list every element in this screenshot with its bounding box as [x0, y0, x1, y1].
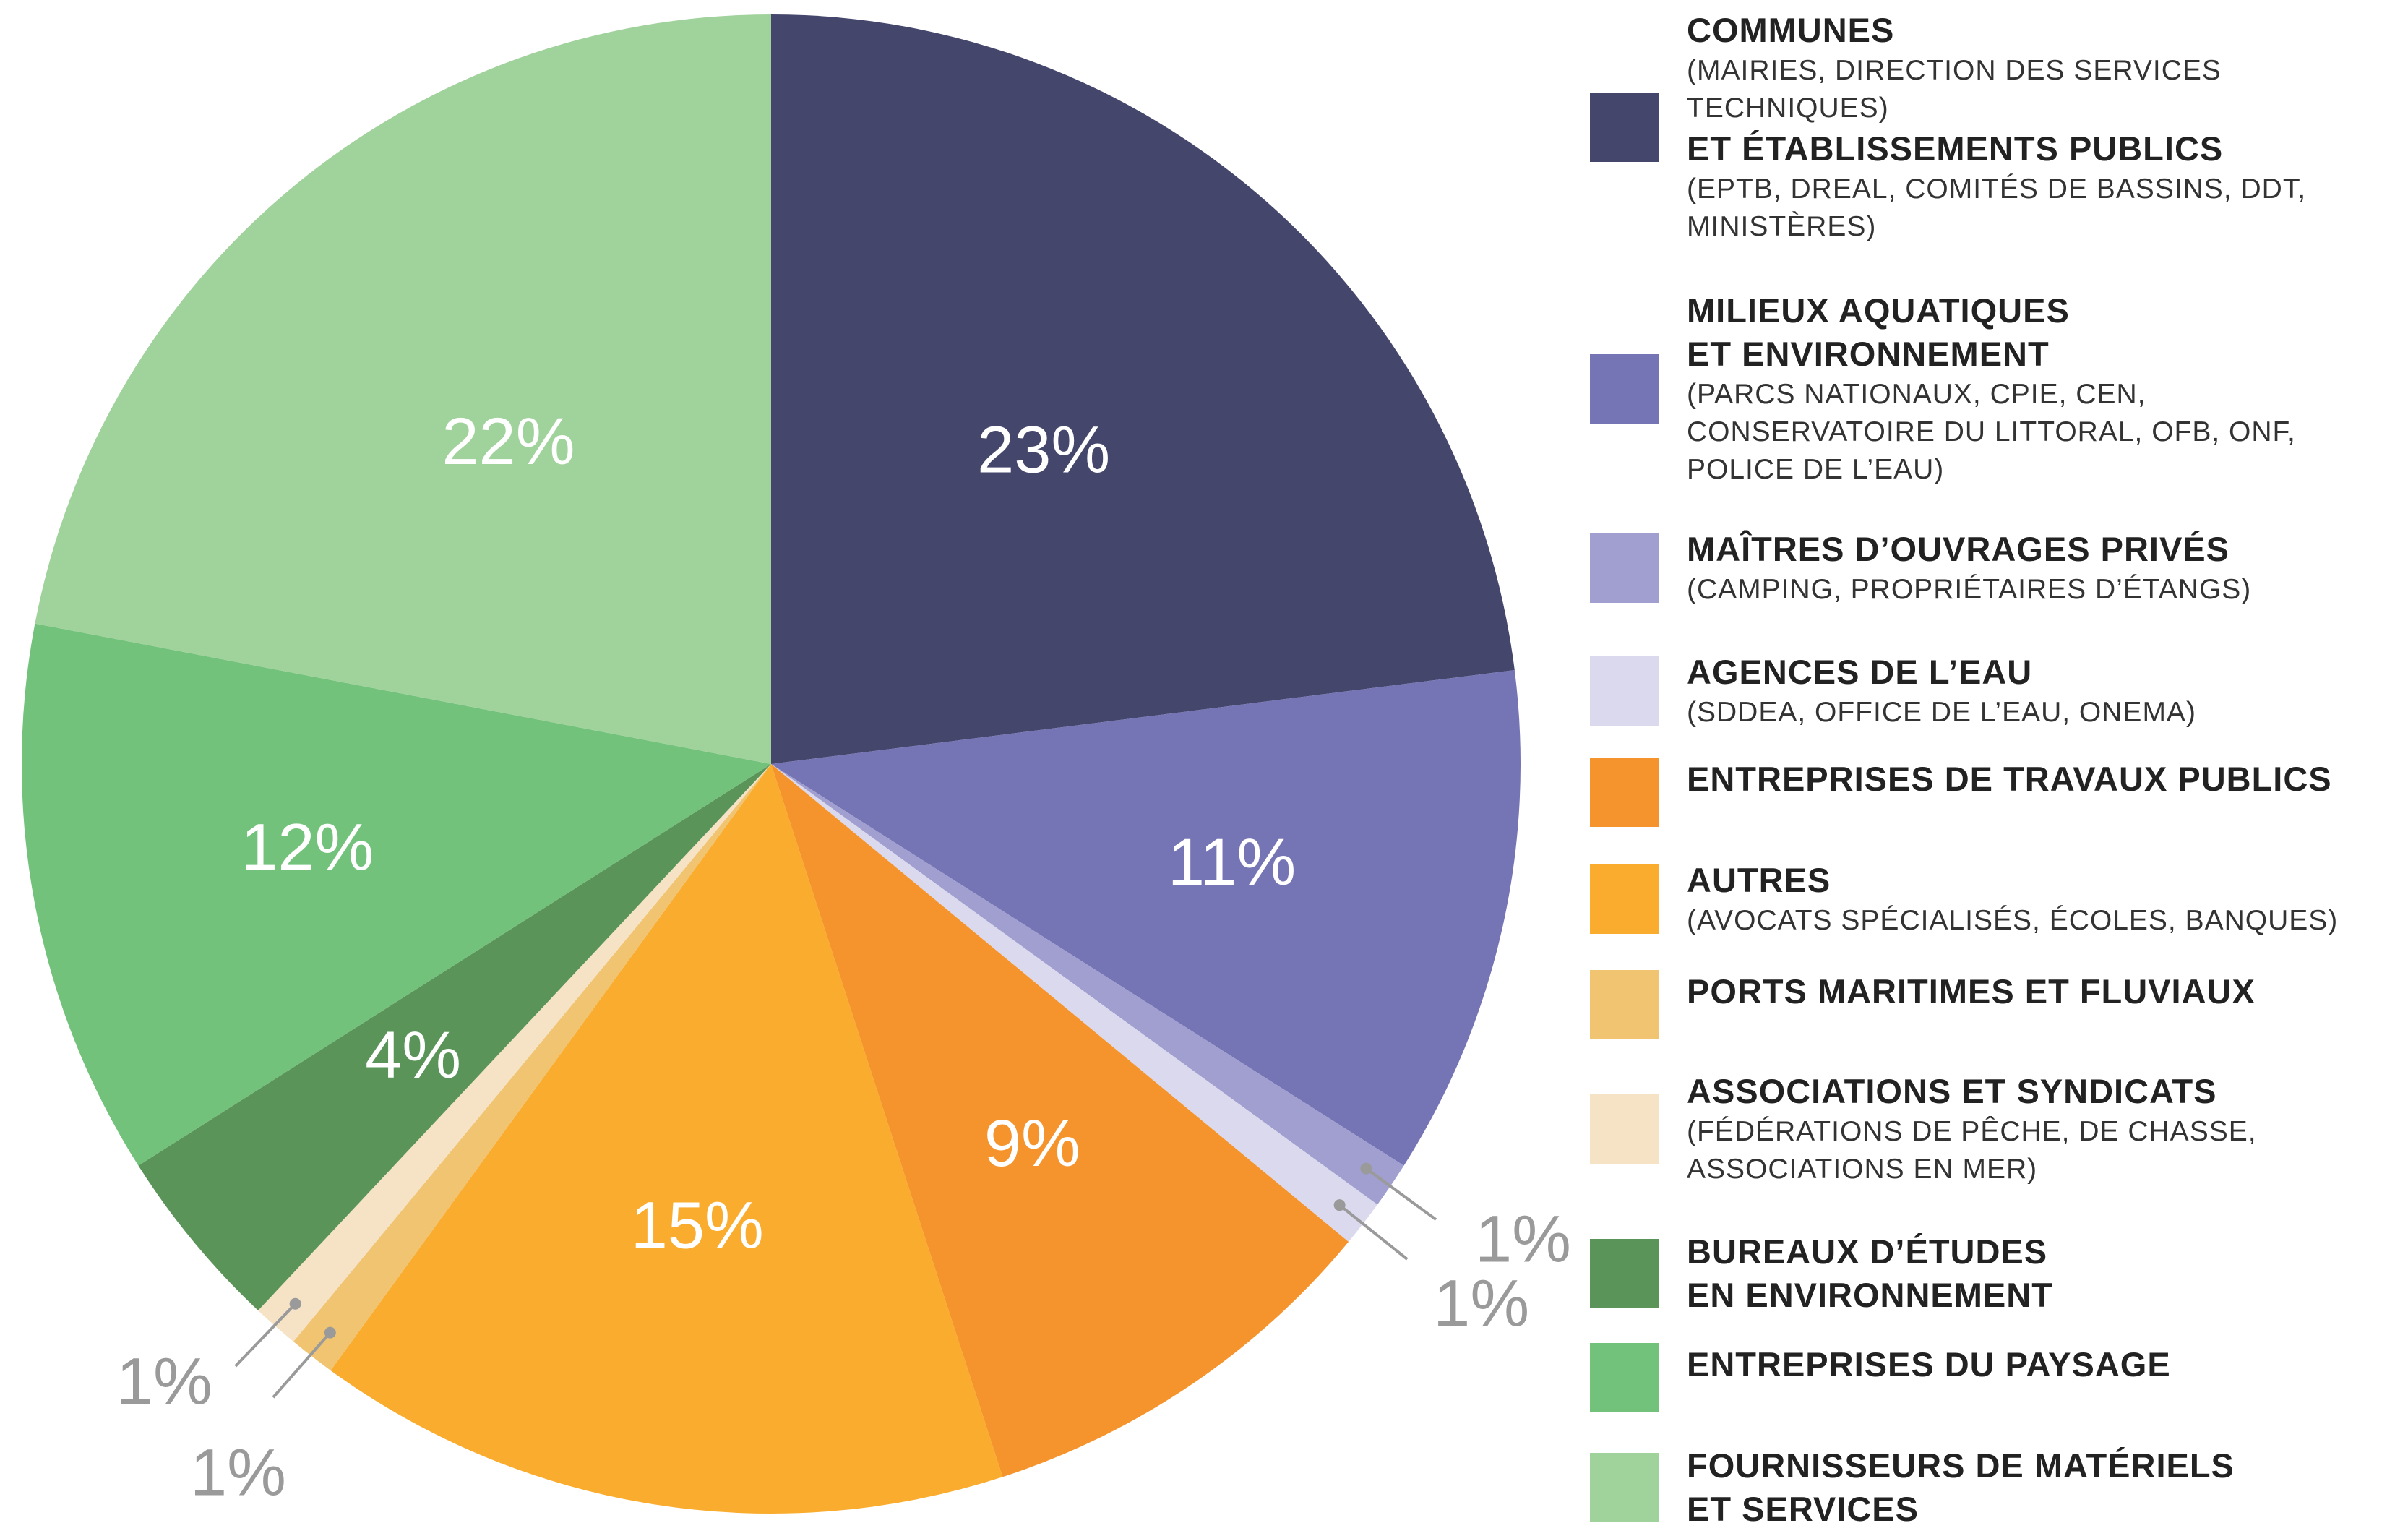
- legend-item: MAÎTRES D’OUVRAGES PRIVÉS (CAMPING, PROPR…: [1590, 528, 2399, 609]
- legend-title: PORTS MARITIMES ET FLUVIAUX: [1687, 972, 2256, 1011]
- legend-item: AUTRES (AVOCATS SPÉCIALISÉS, ÉCOLES, BANQ…: [1590, 859, 2399, 940]
- pie-slice: [771, 14, 1515, 764]
- legend-title: AGENCES DE L’EAU: [1687, 653, 2033, 691]
- legend-text: MILIEUX AQUATIQUES ET ENVIRONNEMENT (PARCS…: [1687, 289, 2402, 489]
- legend-title: MILIEUX AQUATIQUES: [1687, 291, 2070, 330]
- pie-slice: [771, 764, 1404, 1205]
- legend-title: AUTRES: [1687, 861, 1831, 899]
- slice-value-label: 11%: [1168, 825, 1296, 899]
- legend-text: AUTRES (AVOCATS SPÉCIALISÉS, ÉCOLES, BANQ…: [1687, 859, 2402, 940]
- legend-swatch: [1590, 93, 1659, 162]
- legend-swatch: [1590, 1343, 1659, 1412]
- legend-description: (EPTB, DREAL, COMITÉS DE BASSINS, DDT,: [1687, 173, 2307, 205]
- slice-value-label: 12%: [241, 811, 374, 885]
- legend-item: COMMUNES (MAIRIES, DIRECTION DES SERVICES…: [1590, 9, 2399, 246]
- legend-item: ENTREPRISES DE TRAVAUX PUBLICS: [1590, 758, 2402, 827]
- slice-value-label: 9%: [984, 1107, 1080, 1180]
- slice-value-label: 1%: [1475, 1202, 1571, 1276]
- legend-item: AGENCES DE L’EAU (SDDEA, OFFICE DE L’EAU,…: [1590, 651, 2399, 731]
- legend-title: ET SERVICES: [1687, 1490, 1919, 1528]
- legend-text: FOURNISSEURS DE MATÉRIELS ET SERVICES: [1687, 1444, 2402, 1531]
- leader-line: [1338, 1204, 1409, 1261]
- legend-text: PORTS MARITIMES ET FLUVIAUX: [1687, 970, 2402, 1013]
- slice-value-label: 22%: [442, 405, 575, 479]
- legend-description: (SDDEA, OFFICE DE L’EAU, ONEMA): [1687, 697, 2196, 728]
- legend-text: MAÎTRES D’OUVRAGES PRIVÉS (CAMPING, PROPR…: [1687, 528, 2402, 609]
- pie-slice: [330, 764, 1003, 1514]
- pie-slice: [771, 764, 1349, 1477]
- legend-swatch: [1590, 864, 1659, 934]
- pie-slice: [258, 764, 772, 1342]
- legend-description: TECHNIQUES): [1687, 93, 1889, 124]
- pie-chart: 23%11%1%1%9%15%1%1%4%12%22%: [22, 14, 1571, 1514]
- legend-item: BUREAUX D’ÉTUDES EN ENVIRONNEMENT: [1590, 1230, 2399, 1317]
- legend-title: ENTREPRISES DU PAYSAGE: [1687, 1345, 2171, 1383]
- legend-description: (MAIRIES, DIRECTION DES SERVICES: [1687, 55, 2222, 86]
- legend-description: (AVOCATS SPÉCIALISÉS, ÉCOLES, BANQUES): [1687, 905, 2339, 936]
- pie-slice: [293, 764, 771, 1370]
- legend-text: ASSOCIATIONS ET SYNDICATS (FÉDÉRATIONS DE…: [1687, 1070, 2402, 1188]
- leader-line: [272, 1331, 332, 1399]
- legend-text: ENTREPRISES DE TRAVAUX PUBLICS: [1687, 758, 2402, 801]
- legend-text: COMMUNES (MAIRIES, DIRECTION DES SERVICES…: [1687, 9, 2402, 246]
- legend-swatch: [1590, 656, 1659, 726]
- legend-swatch: [1590, 758, 1659, 827]
- legend-description: POLICE DE L’EAU): [1687, 454, 1945, 485]
- legend-swatch: [1590, 1239, 1659, 1308]
- slice-value-label: 1%: [190, 1436, 286, 1509]
- legend-text: BUREAUX D’ÉTUDES EN ENVIRONNEMENT: [1687, 1230, 2402, 1317]
- legend-item: PORTS MARITIMES ET FLUVIAUX: [1590, 970, 2402, 1039]
- legend-title: COMMUNES: [1687, 11, 1895, 49]
- legend-title: ASSOCIATIONS ET SYNDICATS: [1687, 1072, 2217, 1110]
- slice-value-label: 23%: [977, 413, 1110, 486]
- legend-description: CONSERVATOIRE DU LITTORAL, OFB, ONF,: [1687, 416, 2296, 447]
- slice-value-label: 1%: [1433, 1266, 1529, 1340]
- legend-item: ENTREPRISES DU PAYSAGE: [1590, 1343, 2402, 1412]
- legend-text: AGENCES DE L’EAU (SDDEA, OFFICE DE L’EAU,…: [1687, 651, 2402, 731]
- legend-description: ASSOCIATIONS EN MER): [1687, 1154, 2038, 1185]
- pie-slice: [35, 14, 772, 764]
- legend-title: EN ENVIRONNEMENT: [1687, 1276, 2053, 1314]
- legend-title: BUREAUX D’ÉTUDES: [1687, 1232, 2048, 1271]
- legend-item: MILIEUX AQUATIQUES ET ENVIRONNEMENT (PARCS…: [1590, 289, 2399, 489]
- legend-swatch: [1590, 1094, 1659, 1164]
- pie-slice: [22, 623, 772, 1166]
- legend-title: MAÎTRES D’OUVRAGES PRIVÉS: [1687, 530, 2229, 568]
- legend-description: MINISTÈRES): [1687, 211, 1877, 242]
- legend-item: ASSOCIATIONS ET SYNDICATS (FÉDÉRATIONS DE…: [1590, 1070, 2399, 1188]
- leader-line: [1365, 1167, 1437, 1221]
- legend-title: ET ÉTABLISSEMENTS PUBLICS: [1687, 129, 2224, 168]
- legend-swatch: [1590, 354, 1659, 424]
- legend-title: FOURNISSEURS DE MATÉRIELS: [1687, 1446, 2235, 1485]
- legend-title: ET ENVIRONNEMENT: [1687, 335, 2050, 373]
- legend-description: (PARCS NATIONAUX, CPIE, CEN,: [1687, 379, 2146, 410]
- leader-line: [234, 1303, 297, 1368]
- legend-swatch: [1590, 533, 1659, 603]
- slice-value-label: 4%: [365, 1018, 461, 1092]
- pie-slice: [771, 764, 1377, 1243]
- slice-value-label: 1%: [116, 1344, 212, 1418]
- legend-description: (FÉDÉRATIONS DE PÊCHE, DE CHASSE,: [1687, 1116, 2257, 1147]
- legend-description: (CAMPING, PROPRIÉTAIRES D’ÉTANGS): [1687, 574, 2252, 605]
- legend-swatch: [1590, 1453, 1659, 1522]
- legend-item: FOURNISSEURS DE MATÉRIELS ET SERVICES: [1590, 1444, 2399, 1531]
- legend-swatch: [1590, 970, 1659, 1039]
- pie-slice: [138, 764, 771, 1310]
- slice-value-label: 15%: [631, 1189, 764, 1263]
- pie-slice: [771, 670, 1521, 1166]
- legend-title: ENTREPRISES DE TRAVAUX PUBLICS: [1687, 760, 2332, 798]
- legend-text: ENTREPRISES DU PAYSAGE: [1687, 1343, 2402, 1386]
- legend: COMMUNES (MAIRIES, DIRECTION DES SERVICES…: [1590, 0, 2399, 1536]
